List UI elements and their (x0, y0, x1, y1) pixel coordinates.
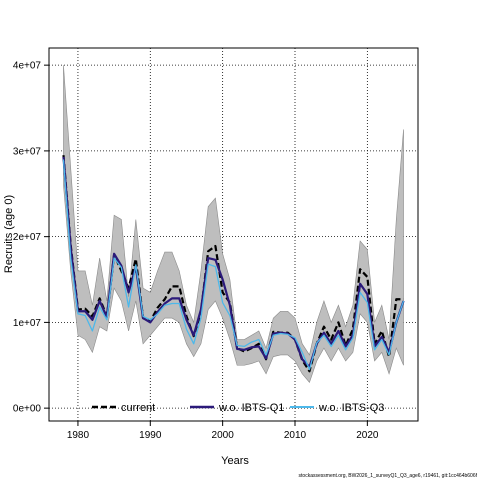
legend-label-0: current (121, 402, 155, 414)
grid-lines (49, 48, 418, 421)
y-tick-label-3: 3e+07 (13, 146, 42, 157)
x-tick-label-1990: 1990 (139, 430, 162, 441)
x-tick-label-2000: 2000 (212, 430, 235, 441)
y-tick-label-4: 4e+07 (13, 61, 42, 72)
legend-label-2: w.o. IBTS-Q3 (318, 402, 384, 414)
legend-label-1: w.o. IBTS-Q1 (218, 402, 284, 414)
series-line-2 (62, 159, 405, 371)
x-tick-label-1980: 1980 (67, 430, 90, 441)
y-tick-label-2: 2e+07 (13, 232, 42, 243)
series-lines (62, 155, 405, 373)
legend: current w.o. IBTS-Q1 w.o. IBTS-Q3 (92, 402, 384, 414)
x-tick-label-2010: 2010 (284, 430, 307, 441)
confidence-band (63, 65, 404, 384)
x-axis-title: Years (221, 455, 249, 467)
series-line-1 (62, 156, 405, 369)
y-axis: 0e+00 1e+07 2e+07 3e+07 4e+07 (13, 61, 49, 415)
x-tick-label-2020: 2020 (356, 430, 379, 441)
plot-frame (48, 47, 419, 422)
footer-stamp: stockassessment.org, BW2026_1_surveyQ1_Q… (299, 473, 478, 479)
y-axis-title: Recruits (age 0) (3, 195, 15, 273)
confidence-band-area (63, 65, 404, 384)
y-tick-label-1: 1e+07 (13, 318, 42, 329)
x-axis: 1980 1990 2000 2010 2020 (67, 421, 379, 441)
y-tick-label-0: 0e+00 (13, 404, 42, 415)
